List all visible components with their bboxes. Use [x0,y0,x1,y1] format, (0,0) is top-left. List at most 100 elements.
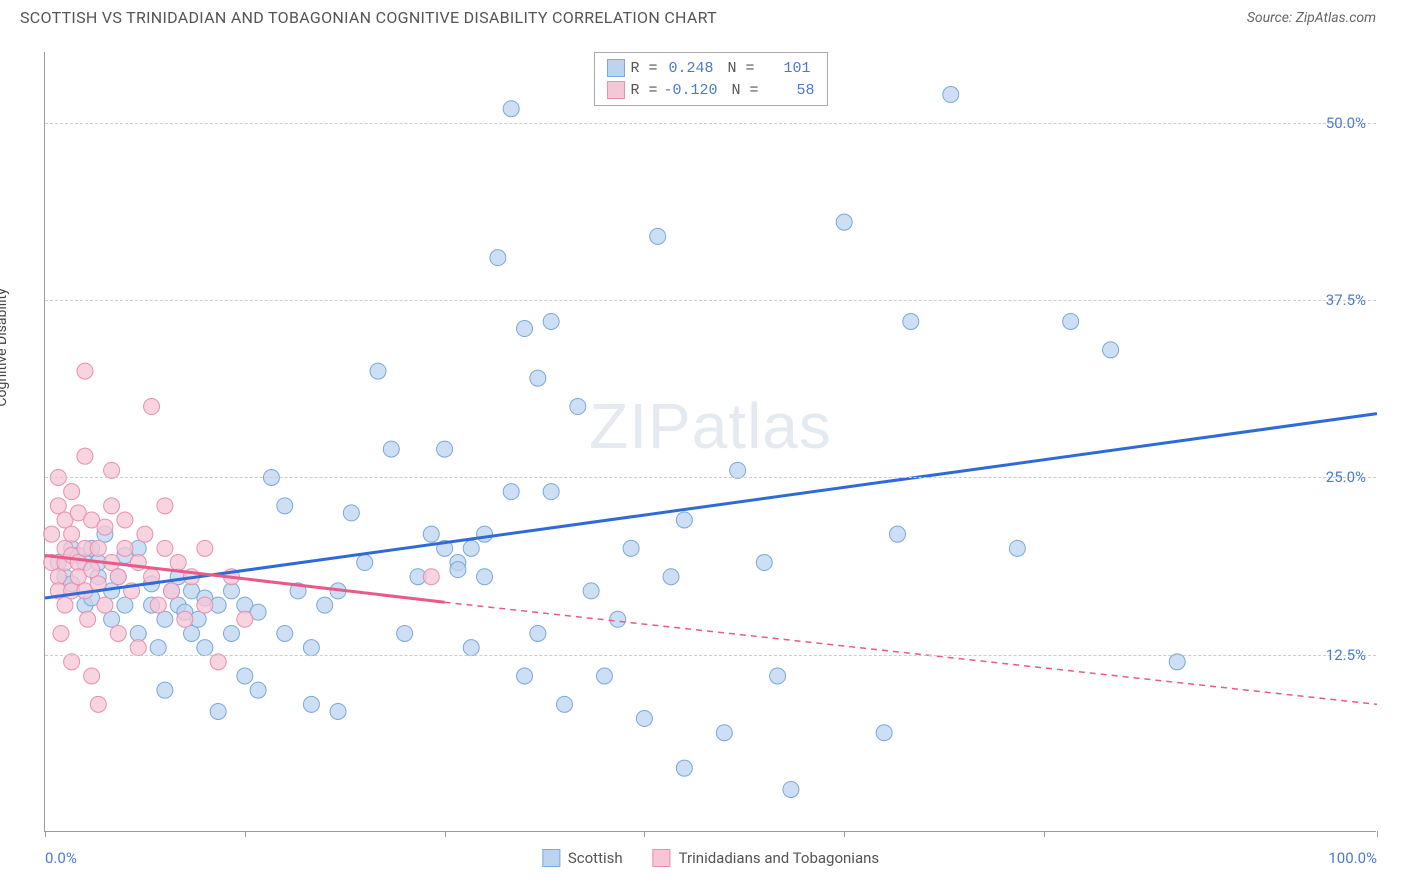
data-point [636,711,652,727]
data-point [90,540,106,556]
data-point [197,540,213,556]
data-point [623,540,639,556]
data-point [157,682,173,698]
data-point [876,725,892,741]
data-point [170,555,186,571]
legend-swatch [606,59,624,77]
data-point [210,654,226,670]
data-point [97,597,113,613]
x-tick [1377,831,1378,837]
data-point [137,526,153,542]
data-point [317,597,333,613]
data-point [150,640,166,656]
stat-n-label: N = [727,60,754,77]
gridline [45,477,1376,478]
data-point [556,696,572,712]
legend-item: Trinidadians and Tobagonians [653,849,879,867]
data-point [663,569,679,585]
stats-row: R =-0.120N =58 [606,79,814,101]
data-point [330,703,346,719]
legend-swatch [606,81,624,99]
data-point [530,370,546,386]
data-point [104,462,120,478]
data-point [77,363,93,379]
data-point [543,313,559,329]
data-point [889,526,905,542]
data-point [104,611,120,627]
y-tick-label: 12.5% [1326,646,1366,664]
data-point [756,555,772,571]
data-point [223,625,239,641]
data-point [50,498,66,514]
data-point [150,597,166,613]
data-point [117,540,133,556]
data-point [97,519,113,535]
data-point [77,448,93,464]
trend-line [45,414,1377,598]
data-point [110,625,126,641]
data-point [503,101,519,117]
x-tick [1044,831,1045,837]
data-point [177,611,193,627]
data-point [530,625,546,641]
data-point [84,562,100,578]
x-tick-label: 100.0% [1328,849,1377,867]
data-point [463,640,479,656]
data-point [770,668,786,684]
data-point [463,540,479,556]
y-tick-label: 50.0% [1326,114,1366,132]
data-point [676,760,692,776]
series-legend: Scottish Trinidadians and Tobagonians [542,849,879,867]
data-point [517,668,533,684]
legend-swatch [653,849,671,867]
data-point [303,640,319,656]
data-point [1169,654,1185,670]
x-tick [445,831,446,837]
data-point [80,611,96,627]
data-point [450,562,466,578]
data-point [237,668,253,684]
legend-label: Scottish [568,849,623,867]
gridline [45,123,1376,124]
data-point [164,583,180,599]
data-point [836,214,852,230]
data-point [110,569,126,585]
data-point [650,228,666,244]
data-point [543,484,559,500]
stats-row: R =0.248N =101 [606,57,814,79]
chart-plot-area: ZIPatlas R =0.248N =101R =-0.120N =58 Sc… [44,52,1376,832]
data-point [117,597,133,613]
data-point [157,498,173,514]
data-point [1063,313,1079,329]
data-point [90,696,106,712]
data-point [1103,342,1119,358]
stats-legend-box: R =0.248N =101R =-0.120N =58 [593,52,827,106]
stat-r-label: R = [630,60,657,77]
data-point [357,555,373,571]
data-point [50,569,66,585]
data-point [423,526,439,542]
x-tick [844,831,845,837]
stat-n-value: 101 [761,60,811,77]
data-point [130,640,146,656]
data-point [1009,540,1025,556]
chart-title: SCOTTISH VS TRINIDADIAN AND TOBAGONIAN C… [20,8,717,27]
data-point [303,696,319,712]
source-attribution: Source: ZipAtlas.com [1247,10,1376,26]
x-tick [644,831,645,837]
data-point [383,441,399,457]
data-point [343,505,359,521]
data-point [676,512,692,528]
data-point [57,597,73,613]
data-point [53,625,69,641]
scatter-plot-svg [45,52,1376,831]
x-tick-label: 0.0% [45,849,77,867]
data-point [104,498,120,514]
data-point [903,313,919,329]
data-point [64,654,80,670]
data-point [130,625,146,641]
data-point [583,583,599,599]
data-point [117,512,133,528]
data-point [210,703,226,719]
gridline [45,655,1376,656]
